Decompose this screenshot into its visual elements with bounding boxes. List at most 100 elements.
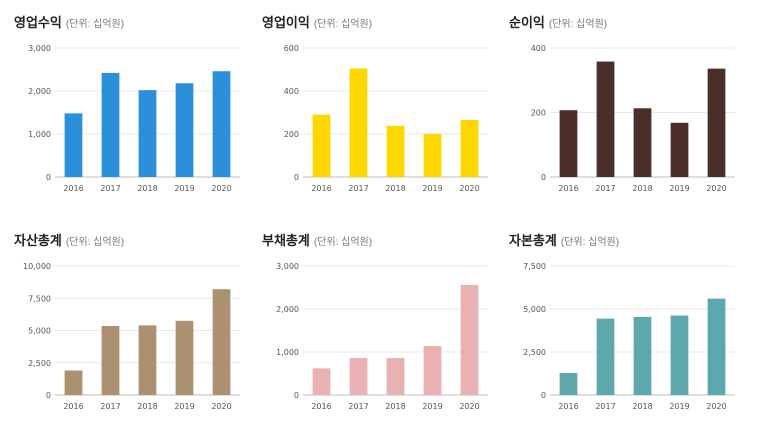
x-tick-label: 2016	[311, 184, 331, 193]
x-tick-label: 2020	[706, 184, 726, 193]
chart-title: 영업이익	[262, 15, 310, 30]
y-tick-label: 0	[541, 391, 546, 400]
bar-chart-total-equity: 0 2,500 5,000 7,500 2016 2017 2018 2019 2020	[523, 262, 735, 411]
x-tick-label: 2016	[63, 184, 83, 193]
chart-title-row: 순이익 (단위: 십억원)	[509, 12, 607, 32]
x-tick-label: 2020	[459, 402, 479, 411]
bar-2017	[349, 358, 368, 395]
bar-chart-total-assets: 0 2,500 5,000 7,500 10,000 2016 2017 2018 2019 20…	[23, 262, 240, 411]
x-tick-label: 2019	[174, 184, 194, 193]
bar-chart-operating-revenue: 0 1,000 2,000 3,000 2016 2017 2018 2019 2020	[28, 44, 240, 193]
x-tick-label: 2020	[706, 402, 726, 411]
chart-unit-label: (단위: 십억원)	[560, 237, 620, 248]
y-tick-label: 2,500	[523, 348, 546, 357]
bar-2016	[64, 370, 83, 395]
y-tick-label: 5,000	[523, 305, 546, 314]
y-tick-label: 0	[294, 391, 299, 400]
bar-chart-net-income: 0 200 400 2016 2017 2018 2019 2020	[531, 44, 735, 193]
y-tick-label: 3,000	[28, 44, 51, 53]
y-tick-label: 200	[531, 109, 546, 118]
bar-2017	[101, 72, 120, 177]
y-tick-label: 7,500	[28, 294, 51, 303]
x-tick-label: 2016	[311, 402, 331, 411]
x-tick-label: 2016	[558, 402, 578, 411]
bar-chart-operating-profit: 0 200 400 600 2016 2017 2018 2019 2020	[284, 44, 488, 193]
x-tick-label: 2018	[137, 184, 157, 193]
chart-title-row: 영업이익 (단위: 십억원)	[262, 12, 372, 32]
bar-2019	[670, 315, 689, 395]
bar-2018	[138, 90, 157, 177]
x-tick-label: 2018	[632, 402, 652, 411]
x-tick-label: 2018	[385, 184, 405, 193]
bar-2019	[175, 83, 194, 177]
x-tick-label: 2017	[100, 402, 120, 411]
x-tick-label: 2016	[558, 184, 578, 193]
chart-unit-label: (단위: 십억원)	[313, 19, 373, 30]
bar-2018	[138, 325, 157, 395]
y-tick-label: 3,000	[276, 262, 299, 271]
bar-2020	[460, 120, 479, 177]
chart-title-row: 자산총계 (단위: 십억원)	[14, 230, 124, 250]
bar-2018	[633, 108, 652, 177]
x-tick-label: 2017	[595, 402, 615, 411]
bar-2017	[349, 68, 368, 177]
bar-2020	[460, 284, 479, 395]
x-tick-label: 2017	[100, 184, 120, 193]
chart-panel-total-liabilities: 부채총계 (단위: 십억원) 0 1,000 2,000 3,000 2016 2017 20…	[262, 230, 502, 440]
x-tick-label: 2017	[348, 184, 368, 193]
x-tick-label: 2019	[422, 184, 442, 193]
x-tick-label: 2018	[385, 402, 405, 411]
y-tick-label: 5,000	[28, 327, 51, 336]
bar-2018	[386, 125, 405, 177]
bar-2017	[596, 318, 615, 395]
x-tick-label: 2016	[63, 402, 83, 411]
chart-panel-net-income: 순이익 (단위: 십억원) 0 200 400 2016 2017 2018 2019 2020	[509, 12, 749, 222]
chart-unit-label: (단위: 십억원)	[65, 237, 125, 248]
bar-2020	[707, 298, 726, 395]
bar-2020	[212, 71, 231, 177]
x-tick-label: 2018	[137, 402, 157, 411]
bar-2019	[423, 134, 442, 177]
y-tick-label: 0	[294, 173, 299, 182]
x-tick-label: 2019	[669, 402, 689, 411]
y-tick-label: 2,000	[28, 87, 51, 96]
chart-title: 자산총계	[14, 233, 62, 248]
chart-title: 영업수익	[14, 15, 62, 30]
bar-2019	[670, 122, 689, 177]
bar-2019	[423, 345, 442, 395]
x-tick-label: 2019	[422, 402, 442, 411]
bar-2020	[212, 289, 231, 395]
x-tick-label: 2017	[595, 184, 615, 193]
x-tick-label: 2019	[174, 402, 194, 411]
bar-2018	[633, 316, 652, 395]
bar-2017	[596, 61, 615, 177]
y-tick-label: 0	[46, 391, 51, 400]
y-tick-label: 200	[284, 130, 299, 139]
y-tick-label: 600	[284, 44, 299, 53]
bar-chart-total-liabilities: 0 1,000 2,000 3,000 2016 2017 2018 2019 2020	[276, 262, 488, 411]
bar-2016	[312, 114, 331, 177]
chart-title-row: 영업수익 (단위: 십억원)	[14, 12, 124, 32]
chart-panel-operating-revenue: 영업수익 (단위: 십억원) 0 1,000 2,000 3,000 2016 2017 20…	[14, 12, 254, 222]
x-tick-label: 2020	[211, 184, 231, 193]
chart-unit-label: (단위: 십억원)	[65, 19, 125, 30]
y-tick-label: 400	[531, 44, 546, 53]
y-tick-label: 1,000	[28, 130, 51, 139]
chart-title-row: 자본총계 (단위: 십억원)	[509, 230, 619, 250]
y-tick-label: 2,000	[276, 305, 299, 314]
chart-unit-label: (단위: 십억원)	[548, 19, 608, 30]
y-tick-label: 400	[284, 87, 299, 96]
x-tick-label: 2019	[669, 184, 689, 193]
y-tick-label: 10,000	[23, 262, 51, 271]
bar-2020	[707, 68, 726, 177]
bar-2018	[386, 358, 405, 395]
chart-title: 순이익	[509, 15, 545, 30]
y-tick-label: 0	[46, 173, 51, 182]
x-tick-label: 2020	[211, 402, 231, 411]
y-tick-label: 7,500	[523, 262, 546, 271]
x-tick-label: 2017	[348, 402, 368, 411]
chart-panel-total-assets: 자산총계 (단위: 십억원) 0 2,500 5,000 7,500 10,000 2016…	[14, 230, 254, 440]
bar-2016	[312, 368, 331, 395]
chart-panel-total-equity: 자본총계 (단위: 십억원) 0 2,500 5,000 7,500 2016 2017 20…	[509, 230, 749, 440]
x-tick-label: 2018	[632, 184, 652, 193]
